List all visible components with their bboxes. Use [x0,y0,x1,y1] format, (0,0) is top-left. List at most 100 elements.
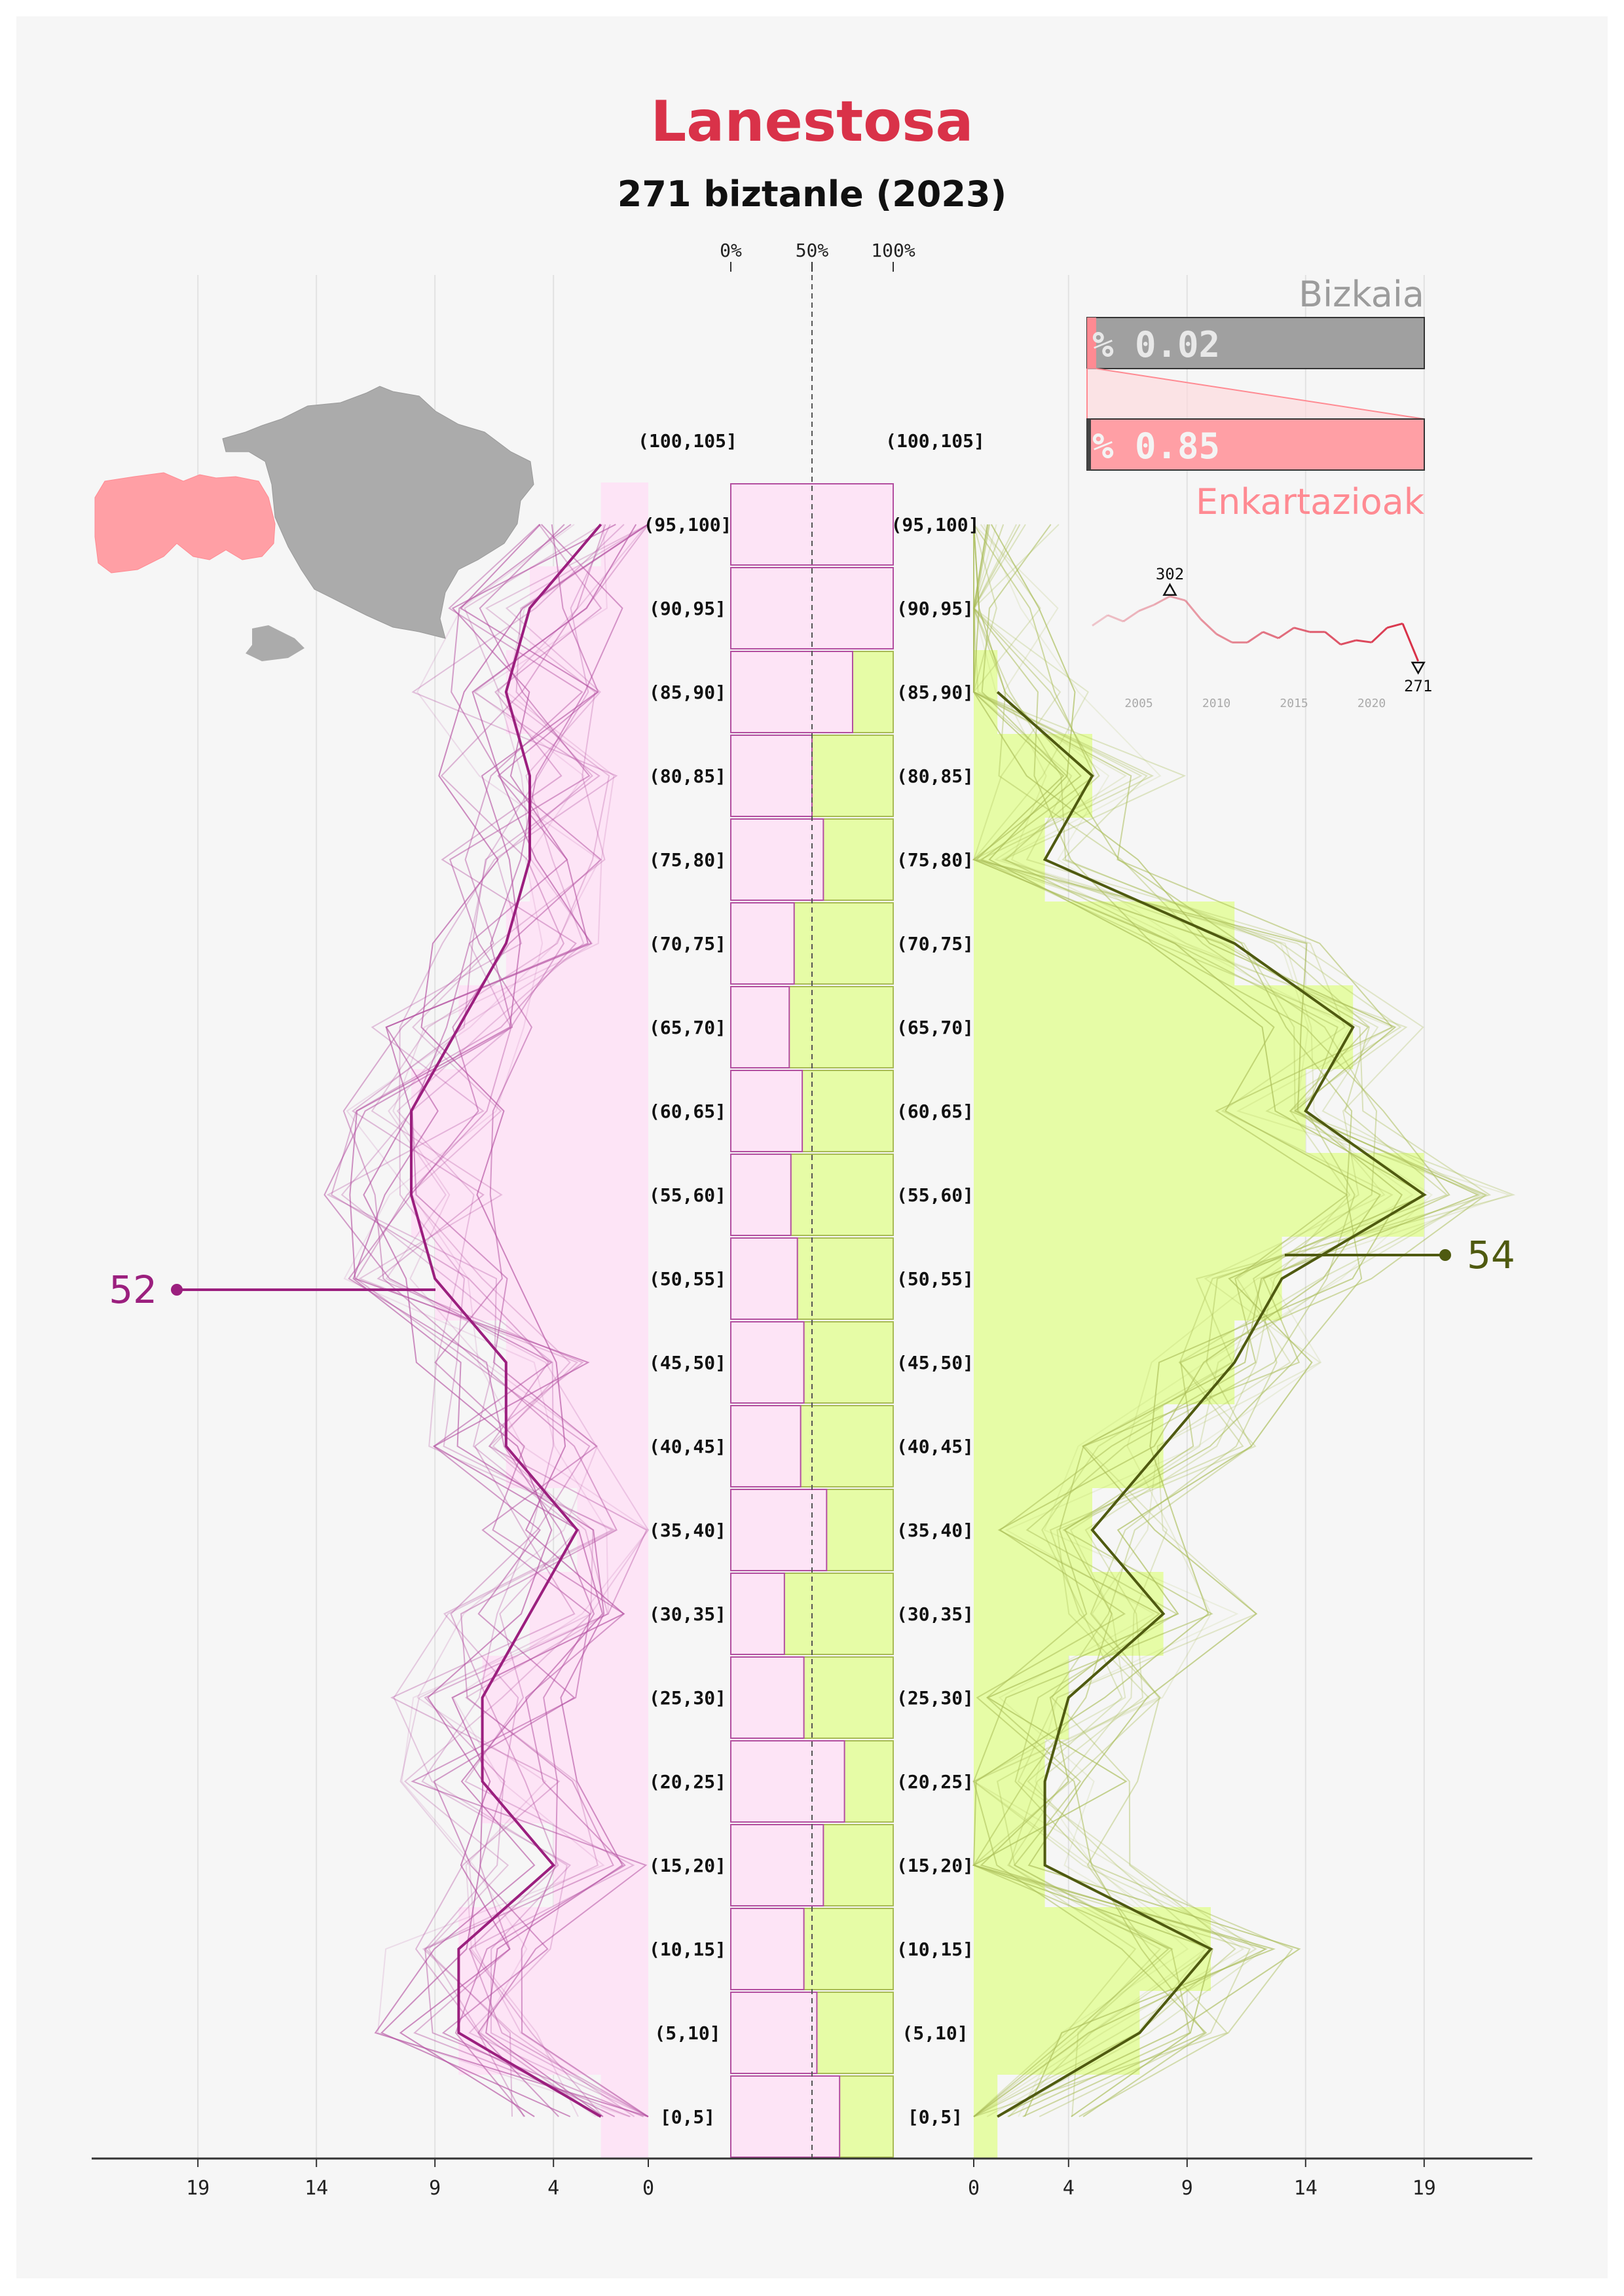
ratio-axis: 0% 50% 100% [720,240,915,272]
age-label: (50,55] [896,1268,974,1290]
trend-max-marker [1162,583,1177,596]
female-share-bar [730,1992,818,2074]
age-label: (40,45] [649,1436,726,1457]
age-label: (75,80] [896,849,974,871]
female-share-bar [730,1321,805,1404]
male-current-line [996,691,1427,2118]
female-share-bar [730,1740,845,1823]
female-share-bar [730,1070,803,1152]
region-share-bar [1086,418,1425,471]
age-label: (30,35] [896,1603,974,1625]
female-history-line [351,524,649,2117]
age-label: (45,50] [896,1352,974,1374]
trend-segment [1324,631,1342,646]
female-history-line [331,524,648,2117]
male-history-line [973,524,1414,2117]
age-label: (60,65] [896,1101,974,1122]
female-bar [458,985,648,1069]
age-label: (60,65] [649,1101,726,1122]
trend-segment [1247,630,1264,644]
male-total: 54 [1467,1233,1515,1277]
male-bar [974,2075,998,2159]
female-history-line [392,524,649,2117]
age-label: (10,15] [896,1939,974,1960]
age-label: (85,90] [896,682,974,703]
female-bar [600,2075,648,2159]
age-label: (55,60] [896,1184,974,1206]
trend-segment [1278,627,1295,640]
female-share-bar [730,1405,802,1487]
female-share-bar [730,1154,792,1236]
female-share-bar [730,986,790,1068]
male-history-lines [972,524,1516,2117]
trend-segment [1200,618,1217,635]
bizkaia-map [94,386,534,661]
male-x-tick-label: 4 [1063,2177,1075,2200]
age-label: (35,40] [896,1520,974,1541]
female-bar [482,1656,648,1740]
male-history-line [972,524,1378,2117]
age-label: (100,105] [885,430,985,452]
age-label: (100,105] [638,430,737,452]
age-label: [0,5] [660,2106,715,2128]
male-history-line [973,524,1486,2117]
female-share-bar [730,1489,828,1571]
female-history-line [399,524,648,2117]
age-label: (65,70] [649,1017,726,1038]
female-bar [482,1740,648,1823]
trend-year-label: 2020 [1357,697,1386,710]
age-label: (50,55] [649,1268,726,1290]
female-history-line [385,524,650,2117]
female-history-line [399,524,625,2117]
male-history-line [973,524,1516,2117]
female-history-lines [323,524,650,2117]
region-share-fill [1087,419,1091,470]
female-history-line [411,524,648,2117]
male-x-tick-label: 14 [1294,2177,1318,2200]
region-enkartazioak-shape [94,472,276,574]
male-history-line [972,524,1386,2117]
female-bar [506,1321,648,1404]
age-label: (35,40] [649,1520,726,1541]
female-bar [411,1069,648,1153]
age-label: (15,20] [649,1855,726,1876]
age-label: (25,30] [896,1687,974,1709]
female-bars [411,483,648,2159]
male-bar [974,1321,1235,1404]
female-share-bar [730,1237,798,1320]
trend-segment [1356,639,1372,644]
age-label: [0,5] [908,2106,963,2128]
trend-segment [1371,627,1388,644]
male-history-line [972,524,1450,2117]
province-shape [222,386,534,639]
province-share-bar [1086,317,1425,369]
female-share-bar [730,1824,824,1906]
female-share-bar [730,1656,805,1739]
male-bar [974,1991,1140,2075]
trend-segment [1138,604,1155,612]
female-share-bar [730,735,813,817]
trend-year-label: 2015 [1280,697,1308,710]
age-label: (15,20] [896,1855,974,1876]
female-share-bar [730,1573,785,1655]
region-share-value: % 0.85 [1092,426,1220,467]
male-bar [974,1153,1424,1237]
female-history-line [352,524,623,2117]
age-label: (85,90] [649,682,726,703]
chart-title: Lanestosa [651,89,974,155]
male-bars [974,650,1424,2159]
female-share-bar [730,1908,805,1990]
trend-segment [1122,610,1139,623]
male-history-line [972,524,1393,2117]
female-share-bar [730,651,853,733]
male-bar [974,1823,1045,1907]
chart-subtitle: 271 biztanle (2023) [618,173,1006,215]
age-label: (80,85] [896,765,974,787]
age-label: (5,10] [654,2022,720,2044]
male-history-line [972,524,1363,2117]
male-line [996,691,1427,2118]
trend-min-label: 271 [1404,677,1432,695]
female-x-tick-label: 14 [304,2177,328,2200]
female-history-line [363,524,637,2117]
age-label: (70,75] [649,933,726,955]
